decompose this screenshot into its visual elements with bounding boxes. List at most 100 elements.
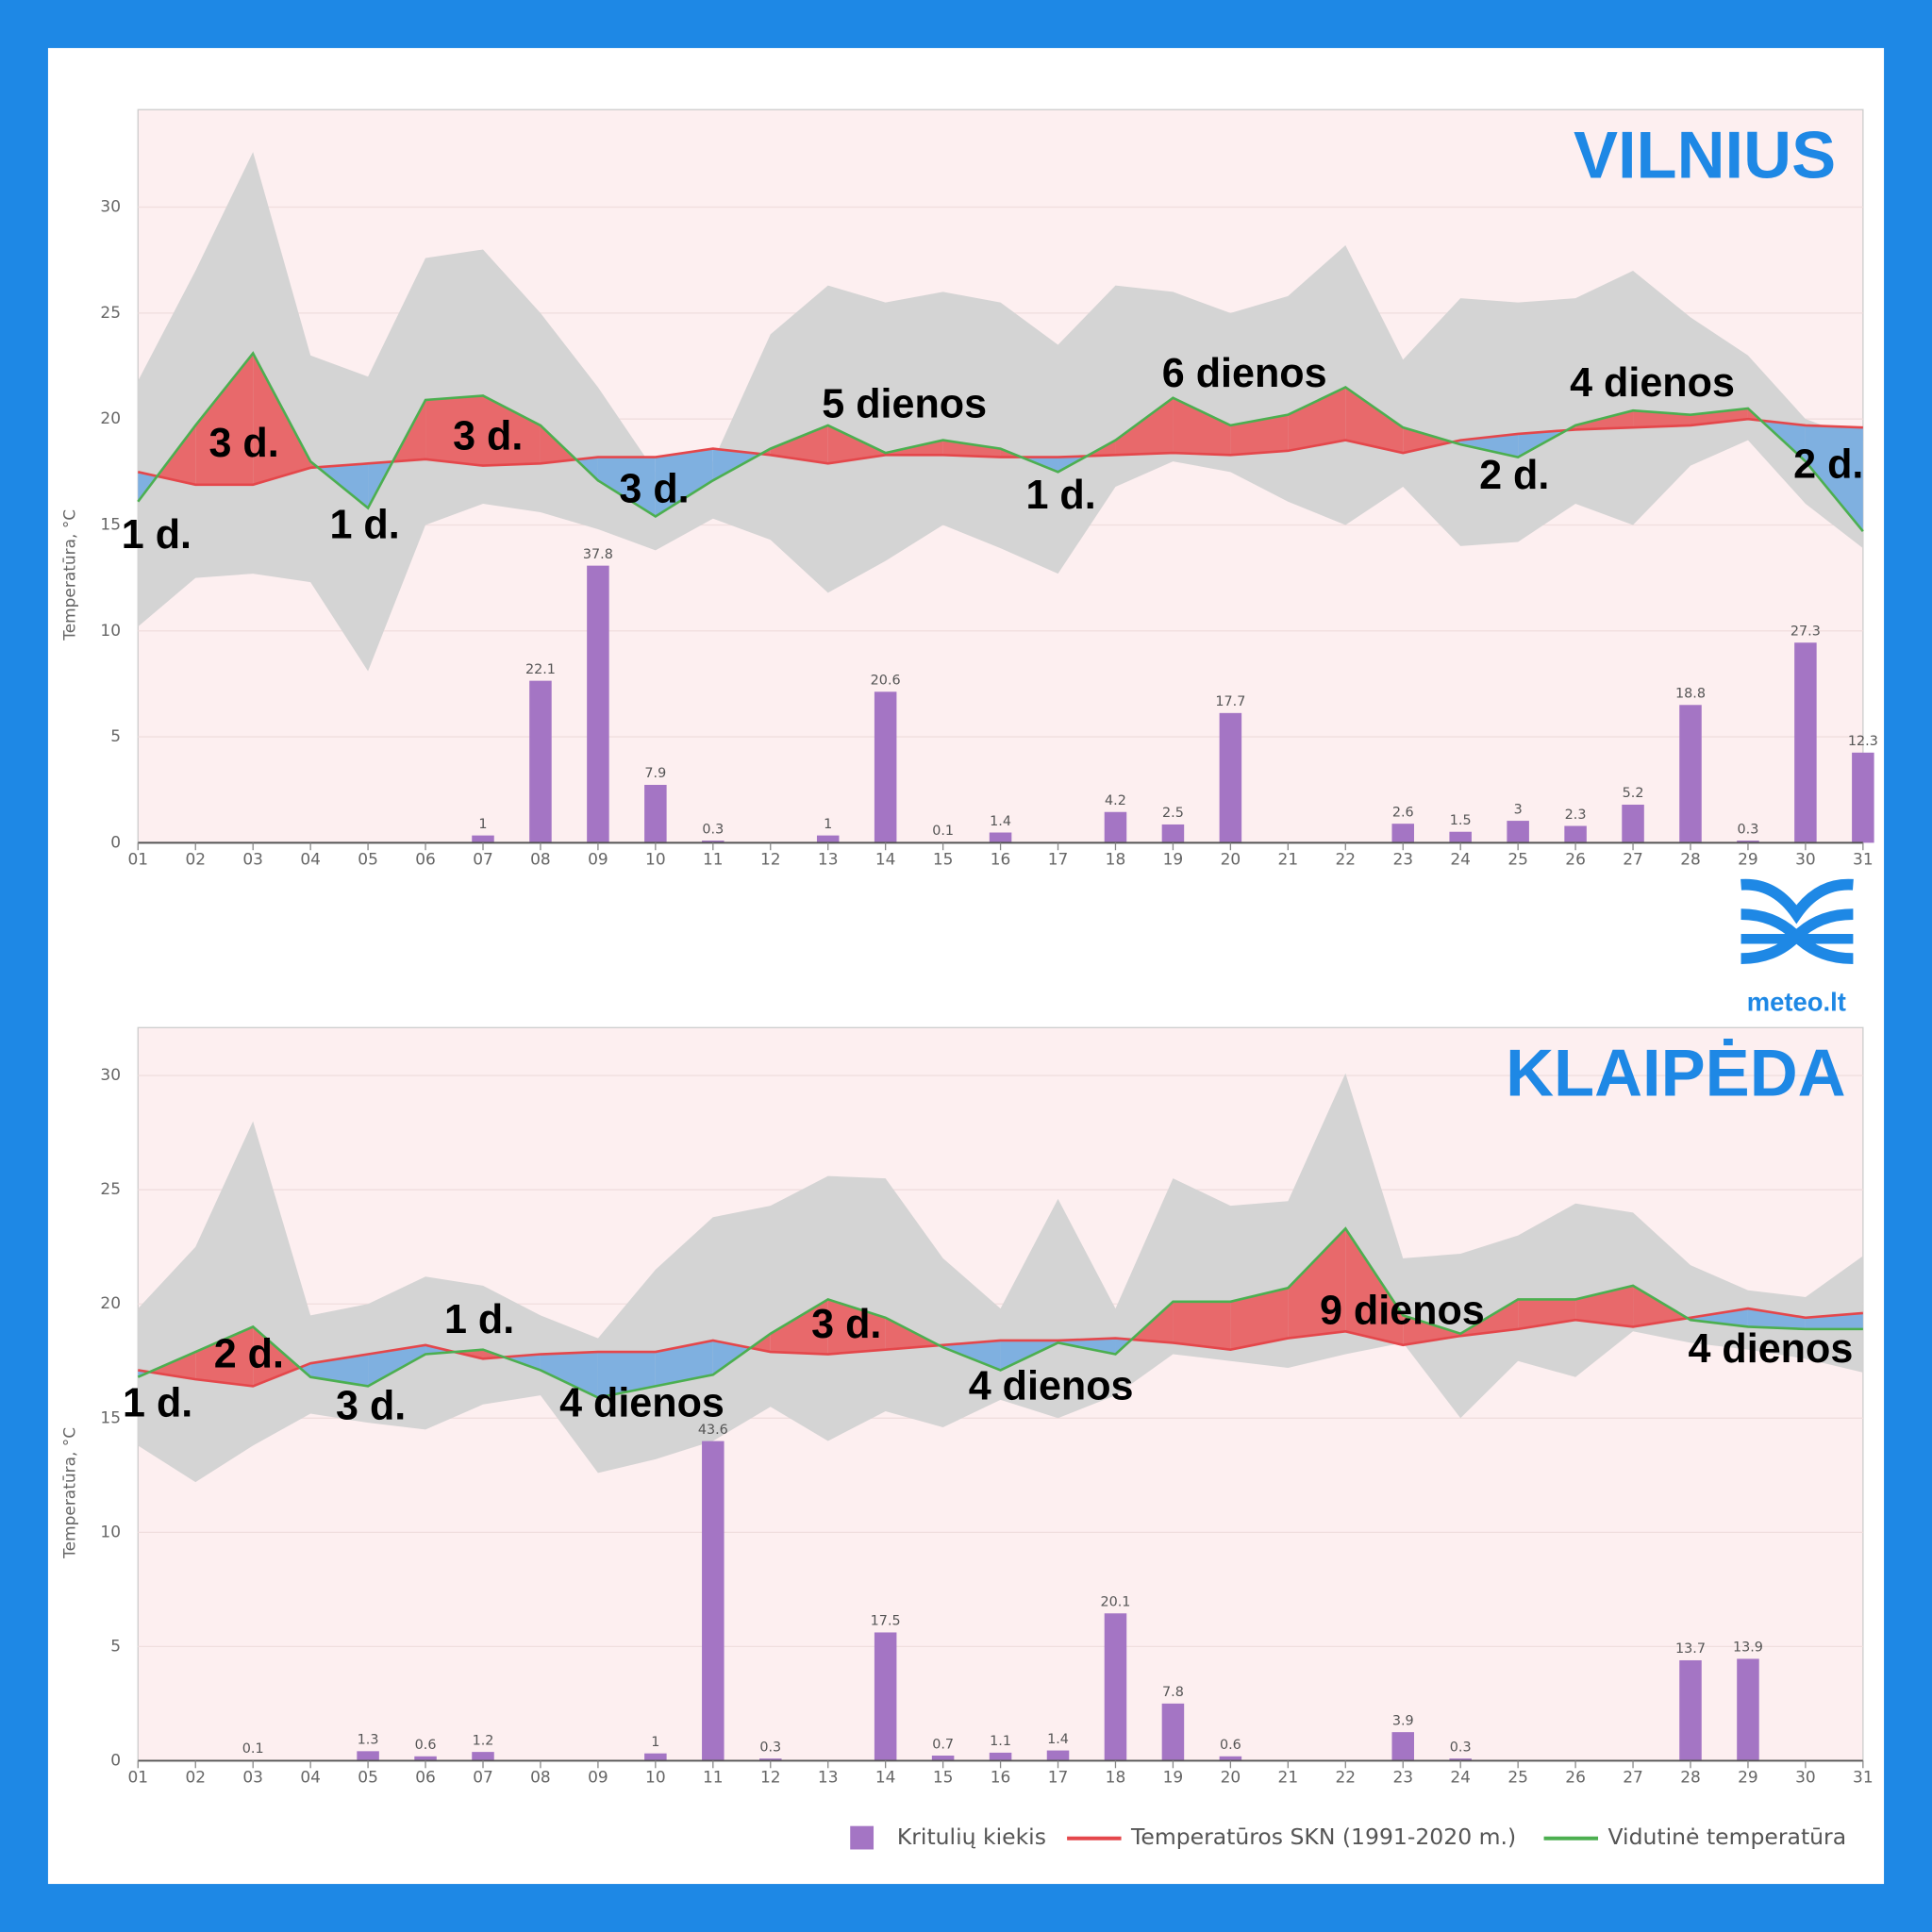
bar <box>702 1441 724 1761</box>
bar-value-label: 0.3 <box>1450 1740 1472 1755</box>
bar-value-label: 1.4 <box>1047 1732 1069 1747</box>
bar <box>759 1758 782 1761</box>
y-tick-label: 15 <box>100 515 121 534</box>
anomaly-fill <box>1747 1308 1806 1329</box>
x-tick-label: 05 <box>358 851 378 870</box>
bar-value-label: 18.8 <box>1675 687 1706 702</box>
bar-value-label: 1.5 <box>1450 813 1472 828</box>
anomaly-fill <box>368 1344 426 1387</box>
anomaly-fill <box>483 395 541 466</box>
annotation: 3 d. <box>619 467 689 512</box>
anomaly-fill <box>195 1326 254 1387</box>
x-tick-label: 30 <box>1795 1769 1816 1788</box>
bar <box>816 835 840 843</box>
anomaly-fill <box>195 353 254 485</box>
legend-label: Vidutinė temperatūra <box>1607 1824 1846 1850</box>
y-tick-label: 0 <box>110 833 121 852</box>
bar <box>1104 1613 1127 1761</box>
x-tick-label: 09 <box>588 1769 608 1788</box>
bar <box>1679 705 1702 843</box>
range-band <box>138 152 1863 672</box>
anomaly-fill <box>655 1340 713 1387</box>
x-tick-label: 11 <box>703 1769 724 1788</box>
bar <box>1161 1703 1185 1761</box>
x-tick-label: 15 <box>933 1769 954 1788</box>
annotation: 1 d. <box>123 1381 192 1426</box>
anomaly-fill <box>942 1340 1001 1371</box>
anomaly-fill <box>149 1352 196 1380</box>
anomaly-fill <box>368 461 393 508</box>
line <box>138 417 1863 487</box>
annotation: 3 d. <box>453 413 523 458</box>
anomaly-fill <box>597 1352 656 1398</box>
y-tick-label: 25 <box>100 1180 121 1199</box>
x-tick-label: 12 <box>760 851 781 870</box>
anomaly-fill <box>425 395 483 466</box>
x-tick-label: 10 <box>645 1769 666 1788</box>
chart-title: KLAIPĖDA <box>1506 1035 1845 1109</box>
x-tick-label: 14 <box>875 851 896 870</box>
bar <box>1219 1756 1242 1761</box>
anomaly-fill <box>1173 1301 1231 1350</box>
y-axis-label: Temperatūra, °C <box>60 1427 79 1559</box>
anomaly-fill <box>1575 1285 1634 1327</box>
x-tick-label: 19 <box>1163 1769 1184 1788</box>
bar <box>1391 1732 1414 1761</box>
bar-value-label: 27.3 <box>1790 624 1821 639</box>
x-tick-label: 06 <box>415 851 436 870</box>
anomaly-fill <box>942 440 1001 458</box>
bar <box>989 1752 1012 1761</box>
bar-value-label: 3.9 <box>1392 1713 1414 1728</box>
x-tick-label: 02 <box>185 851 206 870</box>
bar-value-label: 43.6 <box>698 1423 728 1438</box>
bar <box>874 1632 897 1761</box>
anomaly-fill <box>770 1299 828 1355</box>
bar <box>1046 1750 1070 1761</box>
bar-value-label: 2.6 <box>1392 805 1414 820</box>
x-tick-label: 08 <box>530 851 551 870</box>
anomaly-fill <box>1230 1288 1289 1350</box>
x-tick-label: 12 <box>760 1769 781 1788</box>
logo: meteo.lt <box>1740 878 1854 1017</box>
x-tick-label: 07 <box>473 851 493 870</box>
x-tick-label: 09 <box>588 851 608 870</box>
anomaly-fill <box>540 1352 598 1398</box>
bar-value-label: 37.8 <box>583 547 613 562</box>
x-tick-label: 19 <box>1163 851 1184 870</box>
bar <box>1852 752 1874 843</box>
bar <box>472 835 494 843</box>
bar <box>1679 1659 1702 1761</box>
x-tick-label: 15 <box>933 851 954 870</box>
annotation: 2 d. <box>214 1331 284 1376</box>
x-tick-label: 11 <box>703 851 724 870</box>
x-tick-label: 23 <box>1392 1769 1413 1788</box>
x-tick-label: 18 <box>1106 1769 1126 1788</box>
anomaly-fill <box>1690 408 1748 425</box>
bar <box>1737 841 1759 843</box>
y-tick-label: 30 <box>100 198 121 217</box>
y-tick-label: 5 <box>110 727 121 746</box>
line <box>137 1226 1863 1399</box>
anomaly-fill <box>1115 397 1174 456</box>
bar-value-label: 0.3 <box>759 1740 781 1755</box>
logo-mark <box>1740 878 1854 924</box>
x-tick-label: 25 <box>1507 851 1528 870</box>
anomaly-fill <box>1633 1285 1688 1327</box>
x-tick-label: 27 <box>1623 851 1643 870</box>
x-tick-label: 14 <box>875 1769 896 1788</box>
x-tick-label: 13 <box>818 851 839 870</box>
bar-value-label: 0.1 <box>242 1741 264 1757</box>
x-tick-label: 26 <box>1565 851 1586 870</box>
y-tick-label: 0 <box>110 1751 121 1770</box>
x-tick-label: 01 <box>127 1769 148 1788</box>
bar <box>644 1753 667 1761</box>
annotation: 3 d. <box>811 1302 881 1347</box>
x-tick-label: 02 <box>185 1769 206 1788</box>
bar-value-label: 13.9 <box>1733 1641 1763 1656</box>
anomaly-fill <box>712 1340 751 1375</box>
anomaly-fill <box>1345 387 1404 454</box>
x-tick-label: 03 <box>242 851 263 870</box>
logo-text: meteo.lt <box>1747 988 1846 1017</box>
bar-value-label: 20.6 <box>871 674 901 689</box>
